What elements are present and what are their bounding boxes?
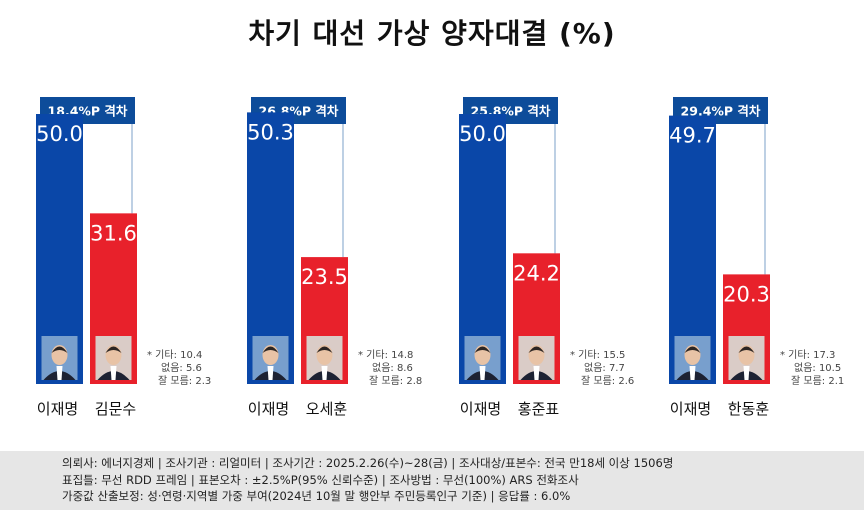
category-label-1: 이재명 [670, 400, 711, 418]
note-line: 잘 모름: 2.6 [581, 375, 634, 387]
survey-footer: 의뢰사: 에너지경제 | 조사기관 : 리얼미터 | 조사기간 : 2025.2… [0, 451, 864, 510]
candidate-1-photo [252, 336, 289, 380]
note-line: 없음: 7.7 [584, 361, 625, 374]
category-label-2: 홍준표 [518, 400, 560, 418]
avatar-hair [316, 346, 333, 353]
value-label-2: 24.2 [513, 261, 560, 285]
avatar-hair [738, 346, 755, 353]
value-label-2: 31.6 [90, 221, 137, 245]
matchup-group-4: 29.4%P 격차 49.7 20.3 이재명 한동훈 * 기타: 17.3없음: 10.… [669, 97, 844, 418]
note-line: 없음: 10.5 [794, 361, 841, 374]
note-line: 없음: 5.6 [161, 361, 202, 374]
note-line: 없음: 8.6 [372, 361, 413, 374]
avatar-hair [51, 346, 68, 353]
avatar-hair [474, 346, 491, 353]
note-line: 잘 모름: 2.3 [158, 375, 211, 387]
value-label-1: 49.7 [669, 124, 716, 148]
avatar-hair [528, 346, 545, 353]
candidate-2-photo [728, 336, 765, 380]
candidate-1-photo [674, 336, 711, 380]
avatar-shirt [56, 366, 63, 380]
avatar-hair [684, 346, 701, 353]
gap-label: 29.4%P 격차 [681, 104, 761, 119]
note-line: * 기타: 17.3 [780, 349, 835, 361]
note-line: * 기타: 14.8 [358, 349, 413, 361]
category-label-2: 오세훈 [306, 400, 347, 418]
avatar-shirt [689, 366, 696, 380]
note-line: * 기타: 15.5 [570, 349, 625, 361]
candidate-2-photo [306, 336, 343, 380]
value-label-1: 50.0 [459, 122, 506, 146]
footer-line-1: 의뢰사: 에너지경제 | 조사기관 : 리얼미터 | 조사기간 : 2025.2… [62, 456, 674, 470]
footer-line-2: 표집틀: 무선 RDD 프레임 | 표본오차 : ±2.5%P(95% 신뢰수준… [62, 472, 579, 487]
avatar-hair [105, 346, 122, 353]
candidate-1-photo [41, 336, 78, 380]
candidate-2-photo [518, 336, 555, 380]
category-label-1: 이재명 [37, 400, 78, 418]
avatar-shirt [110, 366, 117, 380]
note-line: 잘 모름: 2.8 [369, 375, 422, 387]
chart-title: 차기 대선 가상 양자대결 (%) [248, 17, 616, 50]
avatar-shirt [743, 366, 750, 380]
category-label-1: 이재명 [248, 400, 289, 418]
category-label-2: 한동훈 [728, 400, 769, 418]
footer-line-3: 가중값 산출보정: 성·연령·지역별 가중 부여(2024년 10월 말 행안부… [62, 489, 571, 503]
candidate-2-photo [95, 336, 132, 380]
category-label-1: 이재명 [460, 400, 501, 418]
note-line: * 기타: 10.4 [147, 349, 202, 361]
value-label-2: 23.5 [301, 265, 348, 289]
value-label-1: 50.3 [247, 120, 294, 144]
avatar-shirt [479, 366, 486, 380]
value-label-1: 50.0 [36, 122, 83, 146]
avatar-shirt [533, 366, 540, 380]
avatar-shirt [267, 366, 274, 380]
value-label-2: 20.3 [723, 282, 770, 306]
candidate-1-photo [464, 336, 501, 380]
category-label-2: 김문수 [95, 400, 136, 418]
avatar-shirt [321, 366, 328, 380]
note-line: 잘 모름: 2.1 [791, 375, 844, 387]
avatar-hair [262, 346, 279, 353]
